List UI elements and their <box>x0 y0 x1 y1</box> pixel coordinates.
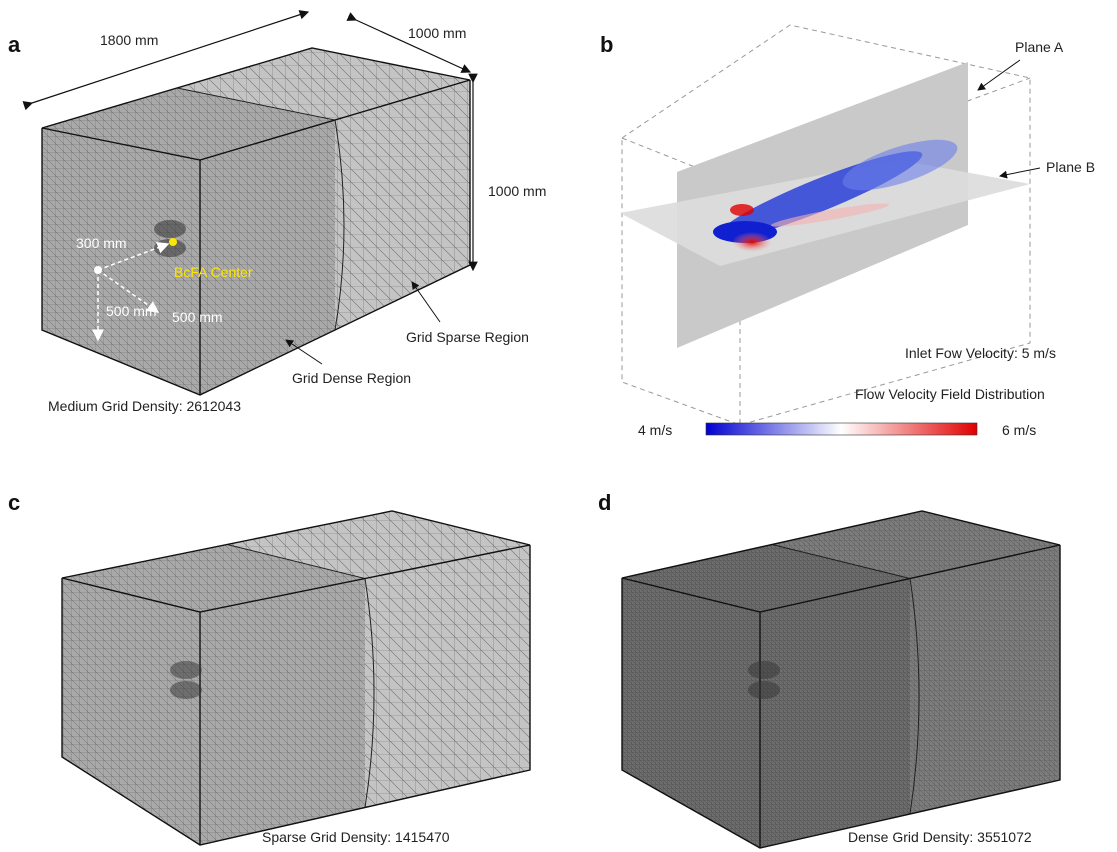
mesh-face <box>622 578 760 848</box>
scale-max: 6 m/s <box>1002 422 1036 438</box>
caption: Medium Grid Density: 2612043 <box>48 398 241 414</box>
mesh-face <box>62 578 200 845</box>
panel-letter: a <box>8 32 21 57</box>
offset-label: 500 mm <box>172 309 223 325</box>
caption: Sparse Grid Density: 1415470 <box>262 829 450 845</box>
panel-letter: c <box>8 490 20 515</box>
center-point <box>169 238 177 246</box>
pointer-arrow <box>978 60 1020 90</box>
caption: Dense Grid Density: 3551072 <box>848 829 1032 845</box>
bcfa-model <box>154 220 186 238</box>
center-label: BcFA Center <box>174 264 253 280</box>
dimension-label: 1800 mm <box>100 32 158 48</box>
bcfa-model <box>748 661 780 679</box>
bcfa-model <box>748 681 780 699</box>
mesh-face <box>335 80 470 330</box>
panel-letter: d <box>598 490 611 515</box>
mesh-face <box>200 579 365 846</box>
dimension-label: 1000 mm <box>488 183 546 199</box>
region-label: Grid Dense Region <box>292 370 411 386</box>
offset-label: 300 mm <box>76 235 127 251</box>
plane-label: Plane B <box>1046 159 1095 175</box>
bcfa-model <box>170 681 202 699</box>
dimension-label: 1000 mm <box>408 25 466 41</box>
region-label: Grid Sparse Region <box>406 329 529 345</box>
mesh-face <box>365 545 530 808</box>
plane-label: Plane A <box>1015 39 1064 55</box>
field-title: Flow Velocity Field Distribution <box>855 386 1045 402</box>
scale-min: 4 m/s <box>638 422 672 438</box>
mesh-face <box>910 545 1060 814</box>
figure: a 1800 mm 1000 mm 1000 mm 300 mm BcFA Ce… <box>0 0 1117 852</box>
bcfa-model <box>170 661 202 679</box>
mesh-face <box>200 120 335 395</box>
offset-label: 500 mm <box>106 303 157 319</box>
color-bar <box>706 423 977 435</box>
pointer-arrow <box>412 282 440 322</box>
inlet-label: Inlet Fow Velocity: 5 m/s <box>905 345 1056 361</box>
mesh-face <box>760 579 910 849</box>
pointer-arrow <box>1000 168 1040 176</box>
panel-letter: b <box>600 32 613 57</box>
